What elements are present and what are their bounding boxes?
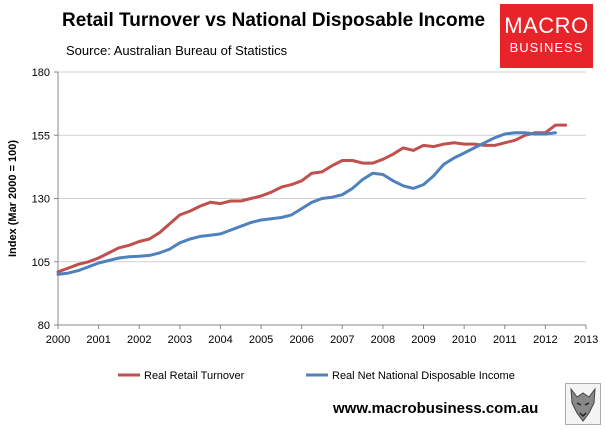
legend-label-0: Real Retail Turnover bbox=[144, 370, 245, 382]
x-tick-label: 2007 bbox=[330, 334, 354, 346]
x-tick-label: 2005 bbox=[249, 334, 273, 346]
x-tick-label: 2001 bbox=[86, 334, 110, 346]
y-tick-label: 155 bbox=[32, 130, 50, 142]
chart-title: Retail Turnover vs National Disposable I… bbox=[62, 10, 486, 31]
y-tick-label: 105 bbox=[32, 257, 50, 269]
x-tick-label: 2010 bbox=[452, 334, 476, 346]
x-tick-label: 2013 bbox=[574, 334, 598, 346]
source-note: Source: Australian Bureau of Statistics bbox=[66, 43, 288, 58]
x-tick-label: 2002 bbox=[127, 334, 151, 346]
x-tick-label: 2008 bbox=[371, 334, 395, 346]
x-tick-label: 2004 bbox=[208, 334, 232, 346]
legend-label-1: Real Net National Disposable Income bbox=[332, 370, 515, 382]
y-tick-label: 180 bbox=[32, 67, 50, 79]
x-tick-label: 2011 bbox=[493, 334, 517, 346]
x-tick-label: 2000 bbox=[46, 334, 70, 346]
x-tick-label: 2006 bbox=[289, 334, 313, 346]
y-axis-label: Index (Mar 2000 = 100) bbox=[7, 140, 19, 257]
website-url[interactable]: www.macrobusiness.com.au bbox=[333, 400, 539, 417]
series-line-1 bbox=[56, 131, 557, 276]
y-tick-label: 130 bbox=[32, 194, 50, 206]
macrobusiness-logo: MACRO BUSINESS bbox=[500, 4, 593, 68]
x-tick-label: 2012 bbox=[533, 334, 557, 346]
wolf-icon bbox=[565, 383, 601, 425]
x-tick-label: 2009 bbox=[411, 334, 435, 346]
y-tick-label: 80 bbox=[38, 320, 50, 332]
logo-line-1: MACRO bbox=[504, 13, 589, 38]
x-tick-label: 2003 bbox=[168, 334, 192, 346]
logo-line-2: BUSINESS bbox=[509, 40, 584, 55]
